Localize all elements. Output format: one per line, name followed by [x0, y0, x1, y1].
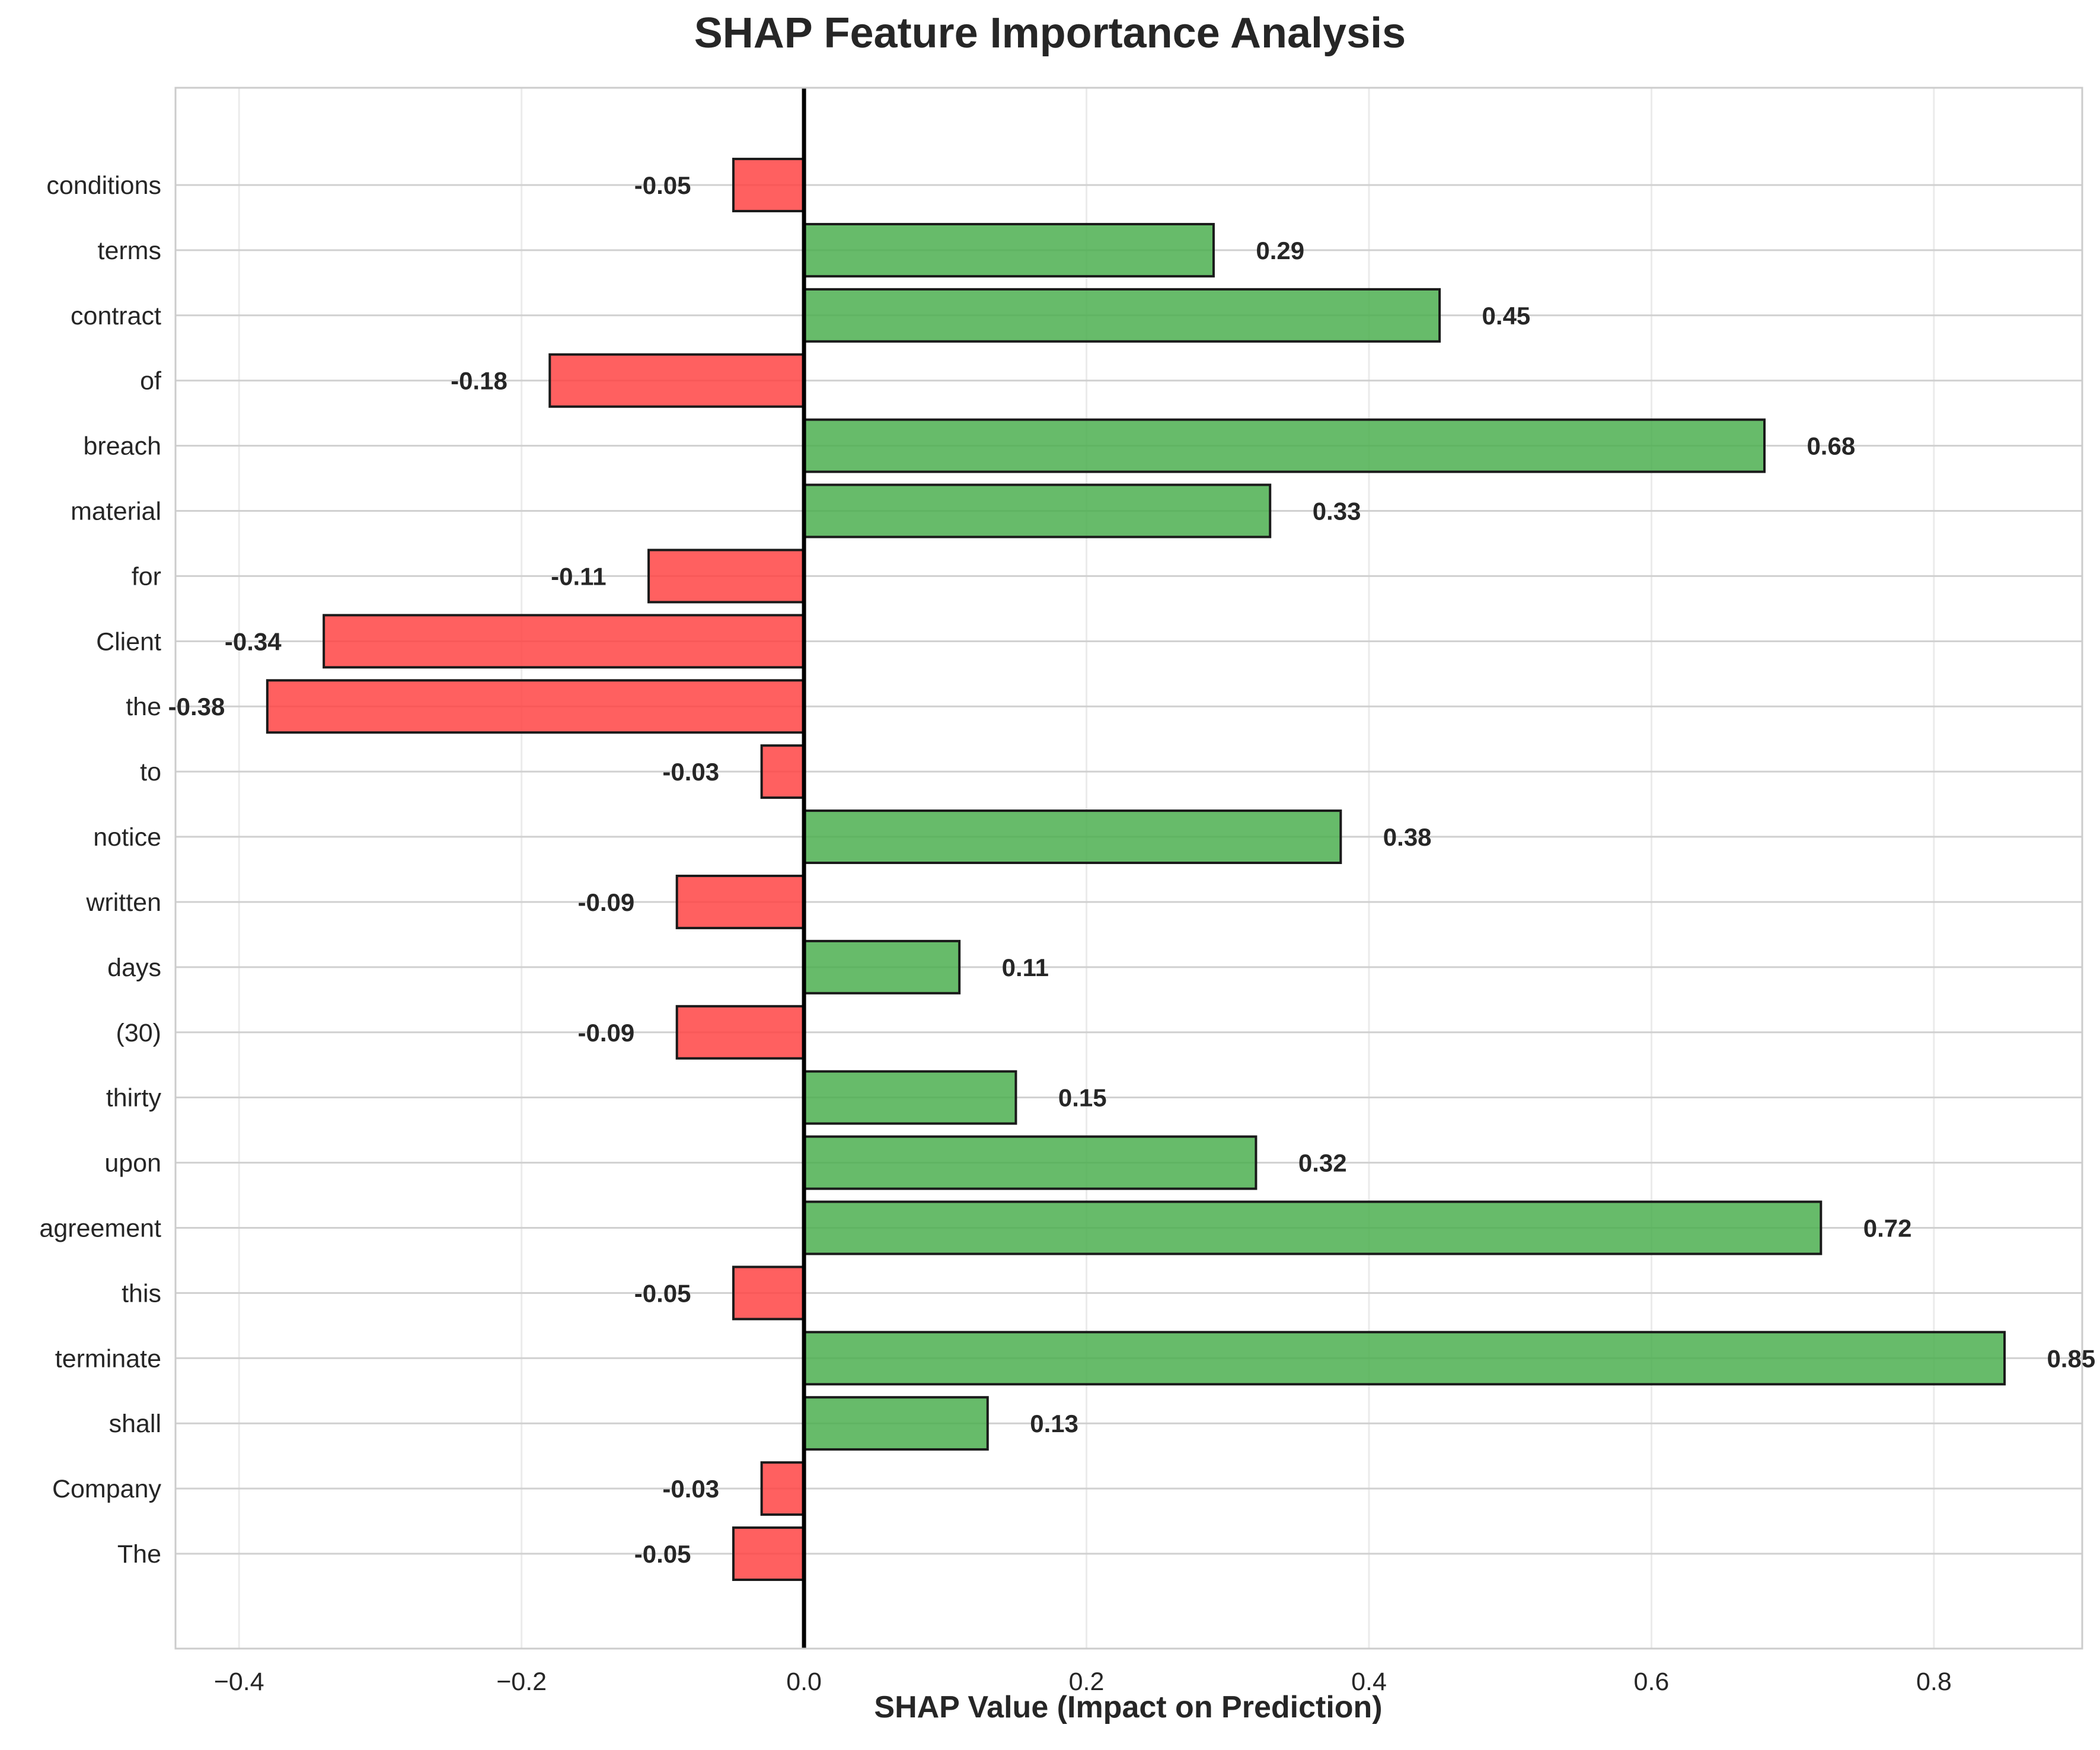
bar-the [732, 1526, 806, 1581]
bar-days [803, 939, 961, 994]
data-label: 0.68 [1807, 432, 1855, 460]
y-tick-label: (30) [116, 1019, 161, 1047]
y-tick-label: of [140, 367, 162, 396]
y-tick-label: terms [98, 237, 162, 265]
y-tick-label: contract [71, 302, 161, 330]
y-tick-label: for [132, 562, 161, 591]
bar-of [548, 353, 806, 408]
data-label: -0.05 [634, 1540, 691, 1568]
data-label: 0.72 [1863, 1214, 1912, 1242]
data-label: 0.33 [1313, 498, 1361, 525]
data-label: -0.09 [577, 1019, 634, 1047]
data-label: -0.34 [225, 627, 282, 655]
data-label: -0.18 [451, 367, 508, 395]
bar-written [675, 874, 806, 929]
data-label: -0.03 [662, 758, 719, 786]
y-tick-label: agreement [39, 1214, 161, 1242]
bar-shall [803, 1396, 989, 1451]
data-label: -0.38 [168, 693, 225, 721]
x-tick-label: 0.2 [1069, 1668, 1105, 1696]
data-label: 0.45 [1482, 302, 1531, 330]
y-tick-label: notice [93, 823, 161, 852]
bar-to [760, 744, 806, 799]
bar-the [266, 679, 806, 734]
bar-conditions [732, 158, 806, 212]
bar-client [323, 614, 806, 669]
chart-title: SHAP Feature Importance Analysis [694, 9, 1406, 57]
bar-thirty [803, 1070, 1017, 1125]
data-label: -0.11 [551, 562, 606, 590]
y-tick-label: Client [96, 627, 161, 656]
x-tick-label: 0.4 [1351, 1668, 1387, 1696]
bar-terminate [803, 1331, 2006, 1386]
data-label: 0.13 [1030, 1410, 1078, 1437]
bar-for [647, 549, 806, 604]
x-tick-label: −0.4 [214, 1668, 264, 1696]
bar-this [732, 1266, 806, 1321]
y-tick-label: breach [84, 432, 161, 461]
data-label: 0.29 [1256, 237, 1304, 264]
bar-company [760, 1461, 806, 1516]
x-tick-label: 0.8 [1916, 1668, 1952, 1696]
x-tick-label: 0.6 [1634, 1668, 1670, 1696]
bar-material [803, 483, 1272, 538]
x-tick-labels: −0.4 −0.2 0.0 0.2 0.4 0.6 0.8 [214, 1668, 1952, 1696]
data-label: 0.32 [1298, 1149, 1347, 1177]
bar-terms [803, 222, 1215, 278]
y-tick-label: thirty [106, 1084, 162, 1113]
bar-upon [803, 1135, 1258, 1190]
y-tick-label: to [140, 758, 161, 786]
y-tick-label: shall [109, 1410, 161, 1438]
y-tick-label: days [107, 954, 161, 982]
data-label: 0.11 [1002, 954, 1049, 981]
bars-layer [266, 158, 2006, 1581]
data-label: -0.09 [577, 888, 634, 916]
y-tick-label: upon [104, 1149, 161, 1178]
x-tick-label: −0.2 [496, 1668, 547, 1696]
y-tick-labels: The Company shall terminate this agreement upo… [39, 171, 162, 1569]
y-tick-label: Company [52, 1475, 162, 1503]
plot-frame [174, 87, 2083, 1650]
bar-30 [675, 1005, 806, 1060]
x-tick-label: 0.0 [786, 1668, 822, 1696]
data-label: -0.05 [634, 171, 691, 199]
y-tick-label: the [126, 693, 161, 721]
data-labels: -0.05 -0.03 0.13 0.85 -0.05 0.72 0.32 0.15 -0.09… [168, 171, 2096, 1568]
y-tick-label: terminate [55, 1344, 161, 1373]
bar-notice [803, 809, 1342, 865]
y-tick-label: conditions [46, 171, 161, 200]
y-tick-label: The [117, 1540, 161, 1569]
bar-contract [803, 288, 1441, 343]
y-tick-label: this [122, 1279, 161, 1308]
data-label: -0.05 [634, 1279, 691, 1307]
data-label: 0.85 [2047, 1344, 2095, 1372]
x-axis-label: SHAP Value (Impact on Prediction) [874, 1690, 1382, 1725]
data-label: 0.38 [1383, 823, 1432, 851]
bar-breach [803, 418, 1766, 473]
data-label: 0.15 [1058, 1084, 1107, 1112]
data-label: -0.03 [662, 1475, 719, 1503]
y-tick-label: written [85, 888, 161, 917]
y-tick-label: material [71, 498, 161, 526]
bar-agreement [803, 1200, 1823, 1255]
